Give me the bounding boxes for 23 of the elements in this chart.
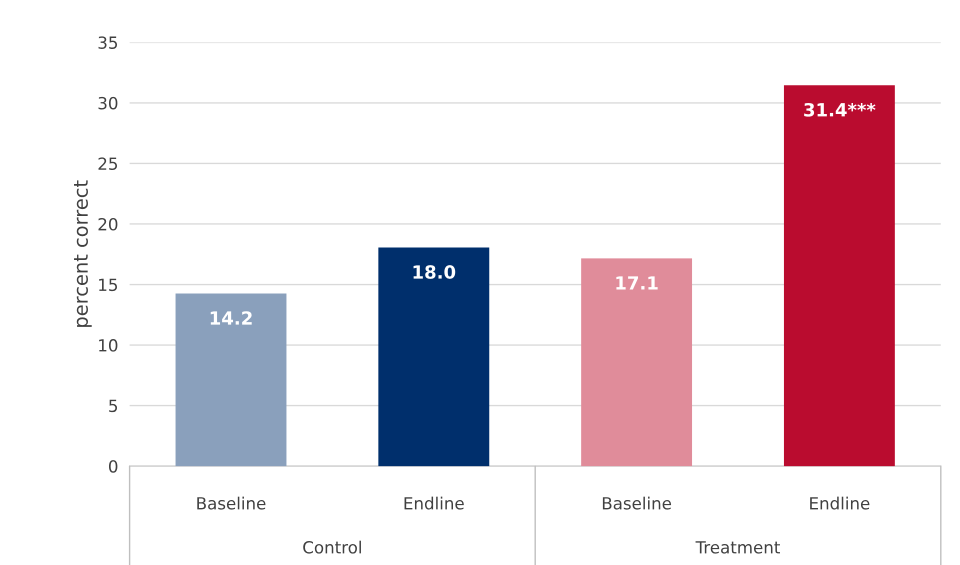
bar bbox=[784, 85, 895, 466]
x-tick-label: Baseline bbox=[602, 496, 672, 510]
y-tick-label: 10 bbox=[99, 339, 118, 352]
y-tick-label: 5 bbox=[109, 400, 118, 412]
data-label: 17.1 bbox=[616, 276, 658, 290]
y-tick-label: 15 bbox=[99, 278, 118, 292]
y-tick-label: 25 bbox=[98, 157, 118, 170]
y-tick-label: 30 bbox=[98, 96, 118, 110]
bar bbox=[176, 294, 286, 466]
y-tick-label: 0 bbox=[108, 460, 118, 473]
x-tick-label: Endline bbox=[404, 496, 464, 510]
bar bbox=[378, 248, 490, 466]
x-tick-label: Baseline bbox=[197, 496, 266, 510]
x-tick-label: Endline bbox=[810, 496, 870, 510]
y-axis-title: percent correct bbox=[74, 180, 92, 327]
data-label: 14.2 bbox=[210, 311, 252, 325]
bar bbox=[581, 258, 692, 466]
y-tick-label: 35 bbox=[98, 36, 118, 49]
data-label: 31.4*** bbox=[804, 102, 876, 117]
text: Treatment bbox=[696, 541, 780, 554]
y-tick-label: 20 bbox=[98, 218, 118, 231]
data-label: 18.0 bbox=[414, 265, 456, 279]
text: Control bbox=[303, 540, 361, 554]
